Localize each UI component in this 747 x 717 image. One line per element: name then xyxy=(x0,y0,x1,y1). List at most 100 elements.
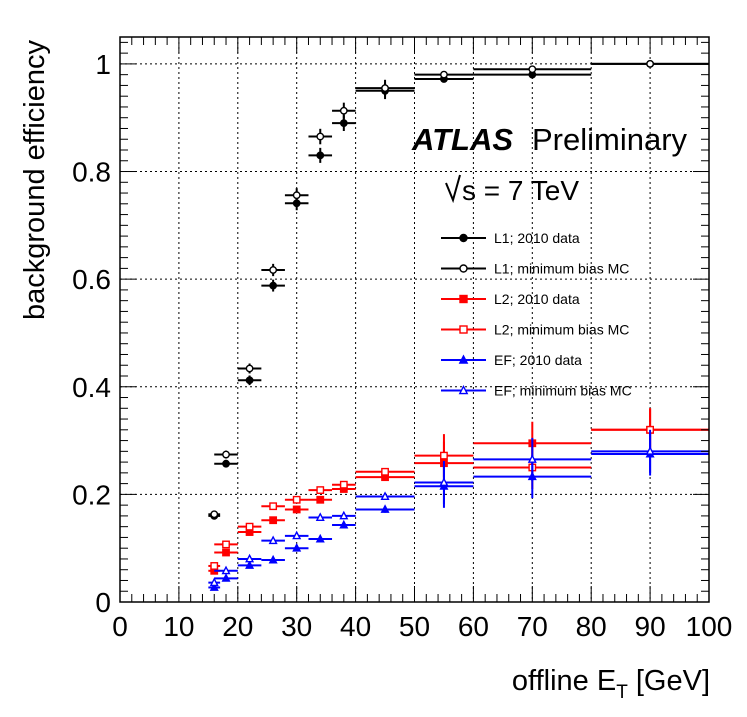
preliminary-label: Preliminary xyxy=(532,122,688,157)
legend-entry-3: L2; minimum bias MC xyxy=(441,322,629,338)
legend-label: EF; 2010 data xyxy=(494,352,582,368)
data-point xyxy=(222,540,230,549)
data-point xyxy=(439,477,449,487)
legend-marker xyxy=(459,264,468,273)
data-point xyxy=(268,535,278,545)
data-point xyxy=(316,132,325,141)
legend-label: L2; 2010 data xyxy=(494,291,580,307)
legend-label: EF; minimum bias MC xyxy=(494,383,632,399)
x-axis-title-main: offline E xyxy=(512,665,616,697)
data-point xyxy=(315,512,325,521)
x-tick-label: 100 xyxy=(686,611,733,642)
data-point xyxy=(245,376,254,385)
x-axis-title-sub: T xyxy=(616,682,628,703)
data-point xyxy=(221,573,231,582)
data-point xyxy=(292,530,302,540)
data-point xyxy=(222,459,230,468)
legend-entry-0: L1; 2010 data xyxy=(441,230,580,246)
legend-marker xyxy=(459,294,468,304)
x-tick-label: 70 xyxy=(517,611,548,642)
legend-entry-4: EF; 2010 data xyxy=(441,352,582,368)
x-tick-label: 10 xyxy=(163,611,194,642)
legend-label: L1; 2010 data xyxy=(494,230,580,246)
data-point xyxy=(527,454,537,463)
legend-marker xyxy=(459,325,468,334)
x-tick-label: 40 xyxy=(340,611,371,642)
legend: L1; 2010 data L1; minimum bias MC L2; 2010… xyxy=(441,230,632,399)
x-tick-label: 80 xyxy=(576,611,607,642)
x-tick-label: 20 xyxy=(222,611,253,642)
x-tick-label: 30 xyxy=(281,611,312,642)
data-point xyxy=(381,84,389,93)
data-point xyxy=(268,554,278,564)
legend-entry-2: L2; 2010 data xyxy=(441,291,580,307)
legend-marker xyxy=(458,354,469,364)
data-point xyxy=(210,562,219,570)
data-point xyxy=(245,553,255,563)
data-point xyxy=(245,522,254,531)
x-tick-label: 60 xyxy=(458,611,489,642)
series-5 xyxy=(208,429,709,587)
x-tick-label: 50 xyxy=(399,611,430,642)
data-point xyxy=(222,450,230,459)
data-point xyxy=(292,191,301,200)
data-point xyxy=(339,106,348,115)
atlas-label: ATLAS xyxy=(411,122,513,157)
axis-ticks xyxy=(119,37,710,603)
x-tick-label: 90 xyxy=(635,611,666,642)
data-point xyxy=(316,495,325,504)
data-point xyxy=(528,65,537,74)
data-point xyxy=(209,577,219,587)
x-axis-title-unit: [GeV] xyxy=(628,665,710,697)
data-point xyxy=(269,502,278,511)
tick-labels: 0 10 20 30 40 50 60 70 80 90 100 0 0.2 0.4 0.6 0.8 1 xyxy=(72,49,732,642)
data-point xyxy=(381,467,389,476)
sqrt-symbol xyxy=(445,174,461,204)
x-axis-title: offline ET [GeV] xyxy=(512,665,710,703)
legend-entry-5: EF; minimum bias MC xyxy=(441,383,632,399)
data-point xyxy=(269,266,278,274)
legend-entry-1: L1; minimum bias MC xyxy=(441,261,629,277)
legend-marker xyxy=(458,384,469,395)
data-point xyxy=(292,495,301,504)
data-point xyxy=(292,542,302,552)
data-point xyxy=(380,491,390,500)
data-point xyxy=(316,486,325,494)
series-1 xyxy=(208,60,709,519)
data-point xyxy=(245,364,254,373)
energy-label: s = 7 TeV xyxy=(462,175,579,206)
series-layer xyxy=(208,60,709,591)
data-point xyxy=(210,510,219,519)
y-axis-title: background efficiency xyxy=(19,40,51,320)
data-point xyxy=(222,548,230,557)
legend-label: L2; minimum bias MC xyxy=(494,322,629,338)
legend-label: L1; minimum bias MC xyxy=(494,261,629,277)
data-point xyxy=(440,70,448,79)
data-point xyxy=(646,60,654,68)
y-tick-label: 1 xyxy=(95,49,111,80)
data-point xyxy=(339,510,349,520)
data-point xyxy=(221,565,231,575)
data-point xyxy=(339,119,348,127)
y-tick-label: 0.8 xyxy=(72,157,111,188)
data-point xyxy=(440,451,448,460)
data-point xyxy=(292,505,301,514)
data-point xyxy=(209,582,219,591)
data-point xyxy=(316,151,325,160)
data-point xyxy=(645,446,655,455)
data-point xyxy=(339,519,349,529)
data-point xyxy=(380,504,390,513)
data-point xyxy=(315,533,325,543)
data-point xyxy=(339,480,348,489)
data-point xyxy=(269,516,278,525)
y-tick-label: 0.2 xyxy=(72,479,111,510)
y-tick-label: 0.6 xyxy=(72,264,111,295)
legend-marker xyxy=(459,233,468,243)
data-point xyxy=(245,560,255,569)
x-tick-label: 0 xyxy=(112,611,128,642)
y-tick-label: 0.4 xyxy=(72,372,111,403)
data-point xyxy=(269,281,278,290)
y-tick-label: 0 xyxy=(95,587,111,618)
